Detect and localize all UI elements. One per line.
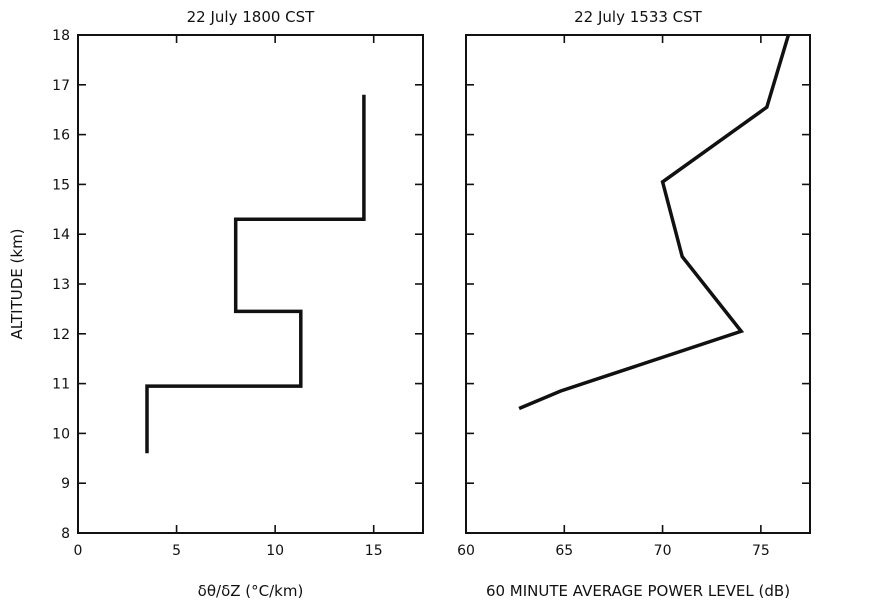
- x-tick-label: 60: [457, 543, 475, 559]
- y-tick-label: 11: [52, 377, 70, 393]
- left-panel-title: 22 July 1800 CST: [187, 8, 316, 26]
- right-panel-title: 22 July 1533 CST: [574, 8, 703, 26]
- left-axis-ticks: 8 9 10 11 12 13 14 15 16 17 18 0 5 10 15: [52, 28, 423, 559]
- left-x-axis-label: δθ/δZ (°C/km): [198, 582, 304, 600]
- y-tick-label: 8: [61, 526, 70, 542]
- y-tick-label: 14: [52, 227, 70, 243]
- y-tick-label: 13: [52, 277, 70, 293]
- y-tick-label: 10: [52, 426, 70, 442]
- y-tick-label: 12: [52, 327, 70, 343]
- y-axis-label: ALTITUDE (km): [8, 228, 26, 339]
- temperature-gradient-line: [145, 94, 366, 454]
- y-tick-label: 16: [52, 128, 70, 144]
- x-tick-label: 5: [172, 543, 181, 559]
- x-tick-label: 0: [74, 543, 83, 559]
- y-tick-label: 15: [52, 177, 70, 193]
- y-tick-label: 17: [52, 78, 70, 94]
- right-plot-frame: [465, 34, 811, 534]
- x-tick-label: 10: [266, 543, 284, 559]
- x-tick-label: 70: [654, 543, 672, 559]
- y-tick-label: 9: [61, 476, 70, 492]
- x-tick-label: 65: [555, 543, 573, 559]
- x-tick-label: 15: [365, 543, 383, 559]
- right-axis-ticks: 60 65 70 75: [457, 35, 810, 559]
- y-tick-label: 18: [52, 28, 70, 44]
- right-x-axis-label: 60 MINUTE AVERAGE POWER LEVEL (dB): [486, 582, 790, 600]
- right-panel-power-level: 22 July 1533 CST 60 MINUTE AVERAGE POWER…: [457, 8, 811, 600]
- power-level-line: [518, 34, 791, 411]
- x-tick-label: 75: [752, 543, 770, 559]
- left-plot-frame: [77, 34, 424, 534]
- left-panel-temperature-gradient: 22 July 1800 CST ALTITUDE (km) δθ/δZ (°C…: [8, 8, 424, 600]
